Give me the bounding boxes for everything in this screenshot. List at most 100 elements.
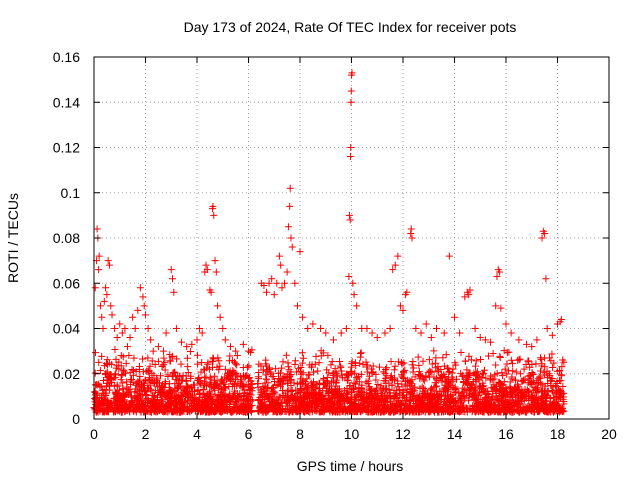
- band-point: [558, 363, 566, 371]
- band-point: [463, 366, 471, 374]
- band-point: [442, 351, 450, 359]
- band-point: [524, 387, 532, 395]
- band-point: [276, 382, 284, 390]
- band-point: [550, 359, 558, 367]
- data-point: [412, 325, 420, 332]
- data-point: [287, 234, 295, 242]
- data-point: [309, 320, 317, 328]
- data-point: [481, 336, 489, 344]
- band-point: [430, 392, 438, 400]
- x-tick-label: 10: [344, 426, 360, 442]
- band-point: [184, 369, 192, 377]
- band-point: [314, 367, 322, 375]
- band-point: [526, 403, 534, 411]
- band-point: [539, 392, 547, 400]
- band-point: [221, 373, 229, 381]
- band-point: [133, 401, 141, 409]
- band-point: [168, 352, 176, 360]
- band-point: [217, 408, 225, 416]
- band-point: [335, 397, 343, 405]
- band-point: [154, 357, 162, 365]
- band-point: [357, 407, 365, 415]
- band-point: [118, 371, 126, 379]
- data-point: [417, 329, 425, 337]
- data-point: [116, 320, 124, 328]
- band-point: [328, 358, 336, 366]
- band-point: [158, 362, 166, 370]
- band-point: [536, 373, 544, 381]
- band-point: [97, 383, 105, 391]
- band-point: [282, 351, 290, 359]
- band-point: [189, 399, 197, 407]
- band-point: [466, 369, 474, 377]
- band-point: [367, 365, 375, 373]
- band-point: [139, 355, 147, 363]
- band-point: [257, 403, 265, 411]
- band-point: [509, 387, 517, 395]
- data-point: [342, 325, 350, 332]
- band-point: [463, 379, 471, 387]
- band-point: [234, 394, 242, 402]
- band-point: [387, 394, 395, 402]
- band-point: [452, 361, 460, 369]
- band-point: [465, 397, 473, 405]
- band-point: [298, 349, 306, 357]
- band-point: [426, 392, 434, 400]
- band-point: [472, 377, 480, 385]
- band-point: [559, 393, 567, 401]
- band-point: [105, 359, 113, 367]
- band-point: [518, 387, 526, 395]
- band-point: [505, 348, 513, 356]
- band-point: [533, 379, 541, 387]
- data-point: [167, 266, 175, 274]
- data-point: [129, 313, 137, 321]
- band-point: [477, 355, 485, 363]
- band-point: [538, 387, 546, 395]
- data-point: [160, 347, 168, 355]
- band-point: [441, 374, 449, 382]
- band-point: [127, 381, 135, 389]
- band-point: [434, 406, 442, 414]
- band-point: [232, 369, 240, 377]
- data-point: [207, 288, 215, 296]
- band-point: [515, 356, 523, 364]
- band-point: [225, 391, 233, 399]
- band-point: [146, 362, 154, 370]
- band-point: [292, 408, 300, 416]
- band-point: [559, 356, 567, 364]
- band-point: [235, 393, 243, 401]
- band-point: [470, 390, 478, 398]
- band-point: [273, 395, 281, 403]
- band-point: [156, 372, 164, 380]
- band-point: [96, 367, 104, 375]
- band-point: [125, 351, 133, 359]
- band-point: [281, 374, 289, 382]
- band-point: [545, 403, 553, 411]
- band-point: [537, 367, 545, 375]
- data-point: [476, 334, 484, 342]
- band-point: [479, 404, 487, 412]
- band-point: [241, 389, 249, 397]
- band-point: [244, 382, 252, 390]
- band-point: [329, 374, 337, 382]
- band-point: [161, 366, 169, 374]
- band-point: [480, 366, 488, 374]
- band-point: [537, 404, 545, 412]
- band-point: [547, 377, 555, 385]
- data-point: [232, 347, 240, 355]
- band-point: [499, 381, 507, 389]
- band-point: [198, 359, 206, 367]
- band-point: [303, 406, 311, 414]
- band-point: [443, 394, 451, 402]
- band-point: [263, 405, 271, 413]
- band-point: [479, 369, 487, 377]
- band-point: [557, 371, 565, 379]
- x-tick-label: 14: [447, 426, 463, 442]
- band-point: [111, 373, 119, 381]
- band-point: [479, 398, 487, 406]
- band-point: [419, 400, 427, 408]
- band-point: [197, 381, 205, 389]
- band-point: [426, 401, 434, 409]
- band-point: [531, 393, 539, 401]
- band-point: [241, 374, 249, 382]
